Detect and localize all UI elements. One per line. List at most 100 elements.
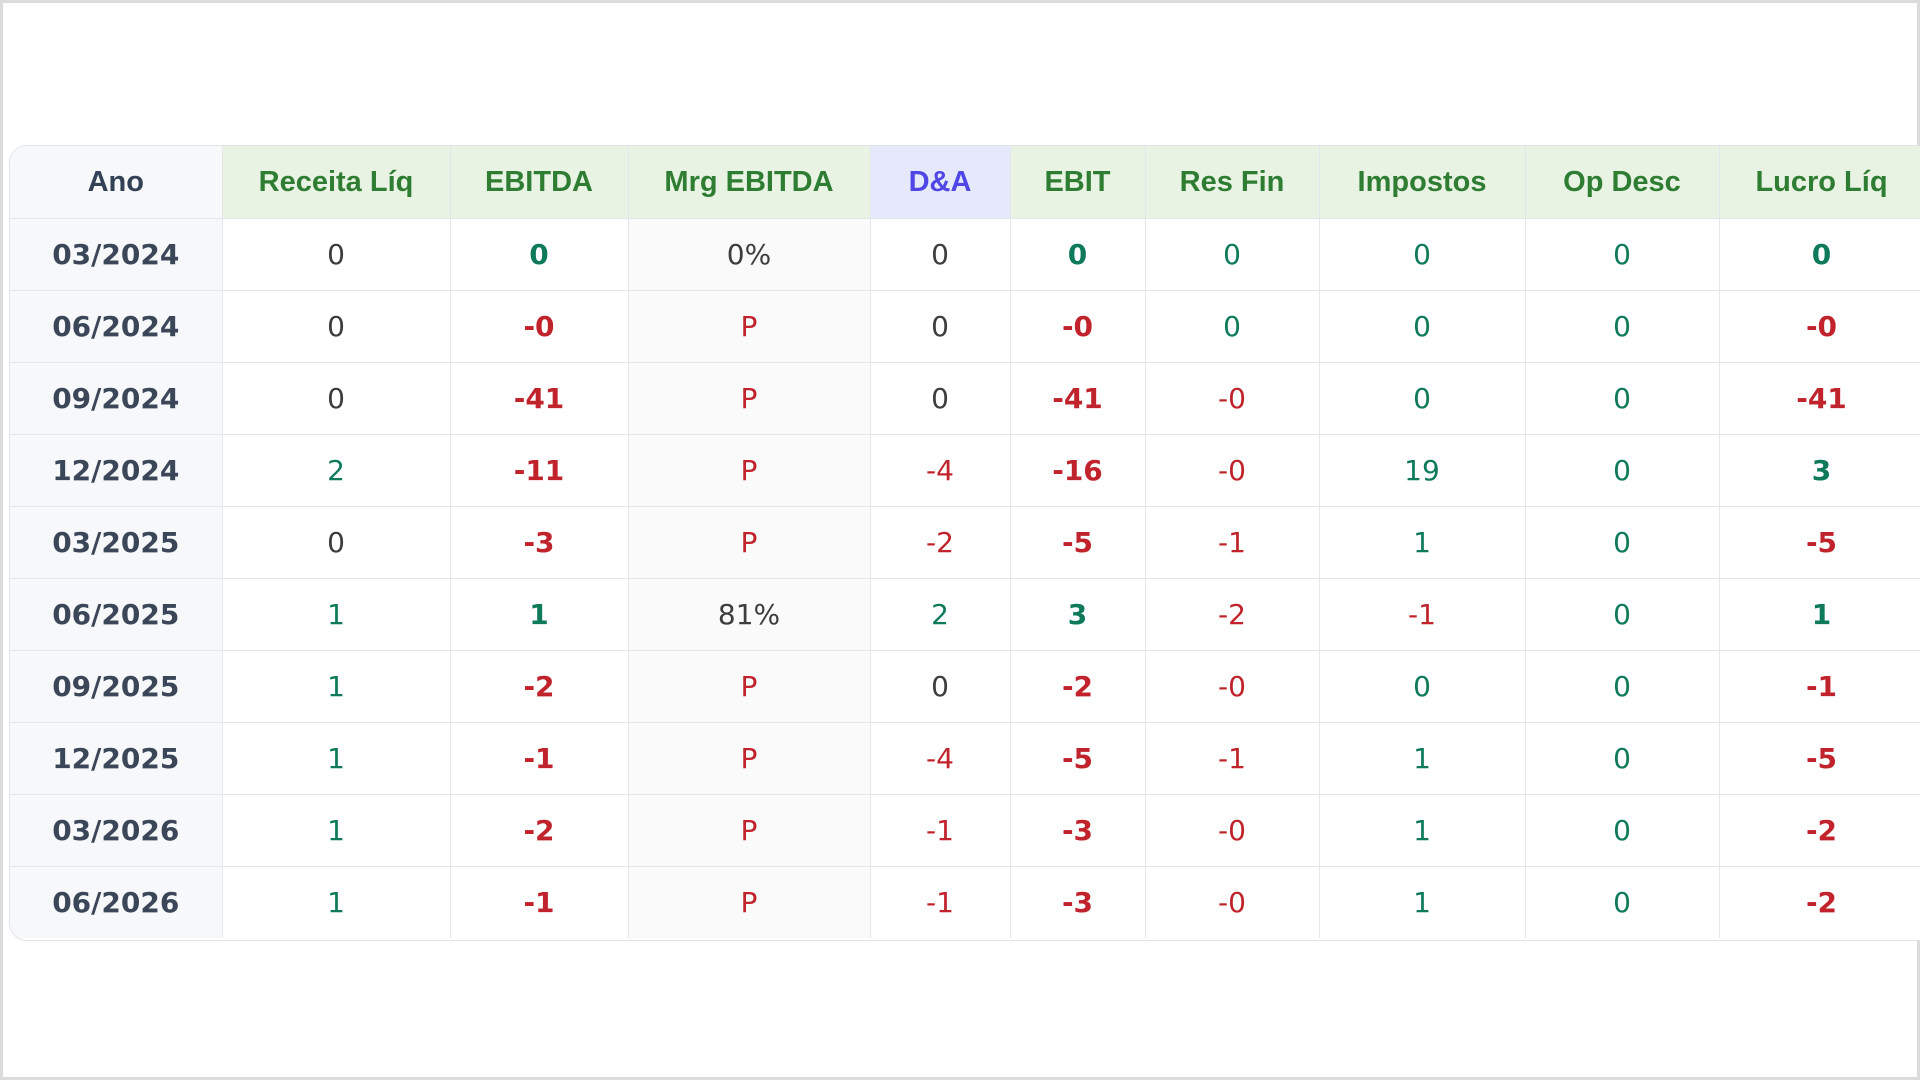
- cell-d-and-a: 0: [870, 362, 1011, 435]
- column-header-res-fin[interactable]: Res Fin: [1145, 146, 1320, 219]
- cell-receita-liq: 1: [222, 722, 451, 795]
- cell-impostos: 1: [1319, 506, 1526, 579]
- column-header-mrg-ebitda[interactable]: Mrg EBITDA: [628, 146, 871, 219]
- cell-receita-liq: 1: [222, 650, 451, 723]
- cell-ebitda: 1: [450, 578, 629, 651]
- cell-mrg-ebitda: P: [628, 290, 871, 363]
- cell-ano: 12/2025: [10, 722, 223, 795]
- column-header-ebitda[interactable]: EBITDA: [450, 146, 629, 219]
- financials-table-container: Ano Receita Líq EBITDA Mrg EBITDA D&A EB…: [9, 145, 1920, 941]
- cell-ano: 03/2024: [10, 218, 223, 291]
- cell-lucro-liq: -1: [1719, 650, 1920, 723]
- table-row: 03/2024 0 0 0% 0 0 0 0 0 0: [10, 218, 1920, 291]
- cell-receita-liq: 1: [222, 866, 451, 938]
- column-header-d-and-a[interactable]: D&A: [870, 146, 1011, 219]
- column-header-ebit[interactable]: EBIT: [1010, 146, 1146, 219]
- cell-ebitda: -1: [450, 866, 629, 938]
- cell-ebit: -2: [1010, 650, 1146, 723]
- cell-op-desc: 0: [1525, 578, 1720, 651]
- cell-d-and-a: 0: [870, 218, 1011, 291]
- cell-ebit: -0: [1010, 290, 1146, 363]
- cell-ebit: 3: [1010, 578, 1146, 651]
- cell-res-fin: -2: [1145, 578, 1320, 651]
- cell-op-desc: 0: [1525, 650, 1720, 723]
- cell-receita-liq: 0: [222, 506, 451, 579]
- cell-res-fin: -0: [1145, 362, 1320, 435]
- cell-impostos: 0: [1319, 650, 1526, 723]
- cell-mrg-ebitda: P: [628, 722, 871, 795]
- cell-mrg-ebitda: P: [628, 362, 871, 435]
- cell-ebit: -41: [1010, 362, 1146, 435]
- cell-ebitda: -2: [450, 794, 629, 867]
- cell-ebitda: -0: [450, 290, 629, 363]
- cell-ano: 03/2025: [10, 506, 223, 579]
- column-header-ano[interactable]: Ano: [10, 146, 223, 219]
- cell-res-fin: -0: [1145, 866, 1320, 938]
- cell-res-fin: -1: [1145, 722, 1320, 795]
- cell-lucro-liq: -0: [1719, 290, 1920, 363]
- cell-receita-liq: 0: [222, 218, 451, 291]
- column-header-receita-liq[interactable]: Receita Líq: [222, 146, 451, 219]
- cell-ano: 06/2024: [10, 290, 223, 363]
- cell-receita-liq: 1: [222, 578, 451, 651]
- cell-op-desc: 0: [1525, 722, 1720, 795]
- cell-impostos: 0: [1319, 290, 1526, 363]
- cell-mrg-ebitda: 81%: [628, 578, 871, 651]
- cell-ebitda: -2: [450, 650, 629, 723]
- table-row: 12/2025 1 -1 P -4 -5 -1 1 0 -5: [10, 722, 1920, 795]
- financials-table: Ano Receita Líq EBITDA Mrg EBITDA D&A EB…: [10, 146, 1920, 938]
- cell-receita-liq: 0: [222, 290, 451, 363]
- cell-d-and-a: -1: [870, 794, 1011, 867]
- table-row: 03/2025 0 -3 P -2 -5 -1 1 0 -5: [10, 506, 1920, 579]
- cell-ebit: -5: [1010, 722, 1146, 795]
- cell-lucro-liq: 0: [1719, 218, 1920, 291]
- cell-ebitda: 0: [450, 218, 629, 291]
- cell-ano: 09/2024: [10, 362, 223, 435]
- cell-lucro-liq: -41: [1719, 362, 1920, 435]
- column-header-lucro-liq[interactable]: Lucro Líq: [1719, 146, 1920, 219]
- cell-d-and-a: -4: [870, 434, 1011, 507]
- cell-receita-liq: 1: [222, 794, 451, 867]
- cell-ebit: -16: [1010, 434, 1146, 507]
- cell-d-and-a: -2: [870, 506, 1011, 579]
- cell-ebit: 0: [1010, 218, 1146, 291]
- cell-ebitda: -11: [450, 434, 629, 507]
- cell-d-and-a: -4: [870, 722, 1011, 795]
- column-header-op-desc[interactable]: Op Desc: [1525, 146, 1720, 219]
- cell-lucro-liq: -5: [1719, 722, 1920, 795]
- cell-impostos: 0: [1319, 362, 1526, 435]
- cell-impostos: 0: [1319, 218, 1526, 291]
- cell-op-desc: 0: [1525, 290, 1720, 363]
- table-row: 06/2024 0 -0 P 0 -0 0 0 0 -0: [10, 290, 1920, 363]
- cell-ebit: -3: [1010, 866, 1146, 938]
- cell-receita-liq: 0: [222, 362, 451, 435]
- cell-res-fin: 0: [1145, 290, 1320, 363]
- cell-lucro-liq: -2: [1719, 794, 1920, 867]
- cell-lucro-liq: -5: [1719, 506, 1920, 579]
- cell-op-desc: 0: [1525, 794, 1720, 867]
- cell-mrg-ebitda: P: [628, 650, 871, 723]
- header-row: Ano Receita Líq EBITDA Mrg EBITDA D&A EB…: [10, 146, 1920, 219]
- cell-d-and-a: 2: [870, 578, 1011, 651]
- cell-mrg-ebitda: P: [628, 506, 871, 579]
- cell-op-desc: 0: [1525, 866, 1720, 938]
- cell-op-desc: 0: [1525, 434, 1720, 507]
- cell-ebit: -5: [1010, 506, 1146, 579]
- cell-res-fin: -0: [1145, 794, 1320, 867]
- cell-lucro-liq: 1: [1719, 578, 1920, 651]
- column-header-impostos[interactable]: Impostos: [1319, 146, 1526, 219]
- table-row: 09/2024 0 -41 P 0 -41 -0 0 0 -41: [10, 362, 1920, 435]
- table-row: 06/2025 1 1 81% 2 3 -2 -1 0 1: [10, 578, 1920, 651]
- cell-ano: 06/2026: [10, 866, 223, 938]
- table-row: 06/2026 1 -1 P -1 -3 -0 1 0 -2: [10, 866, 1920, 938]
- table-row: 03/2026 1 -2 P -1 -3 -0 1 0 -2: [10, 794, 1920, 867]
- cell-ebitda: -1: [450, 722, 629, 795]
- cell-ano: 03/2026: [10, 794, 223, 867]
- cell-res-fin: -1: [1145, 506, 1320, 579]
- cell-impostos: 19: [1319, 434, 1526, 507]
- cell-op-desc: 0: [1525, 362, 1720, 435]
- cell-ebitda: -3: [450, 506, 629, 579]
- table-row: 09/2025 1 -2 P 0 -2 -0 0 0 -1: [10, 650, 1920, 723]
- cell-ebit: -3: [1010, 794, 1146, 867]
